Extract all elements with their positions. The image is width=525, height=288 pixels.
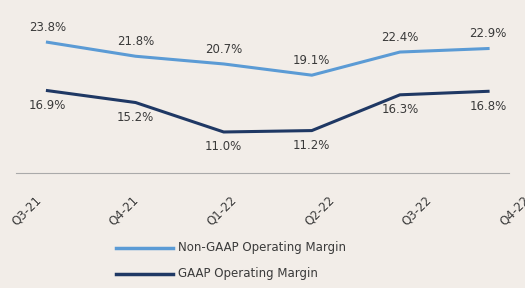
Text: Non-GAAP Operating Margin: Non-GAAP Operating Margin (178, 241, 346, 254)
Text: 11.0%: 11.0% (205, 140, 243, 153)
Text: 16.3%: 16.3% (381, 103, 418, 116)
Text: Q1-22: Q1-22 (204, 193, 239, 228)
Text: 15.2%: 15.2% (117, 111, 154, 124)
Text: 11.2%: 11.2% (293, 139, 331, 152)
Text: 22.4%: 22.4% (381, 31, 418, 44)
Text: Q2-22: Q2-22 (302, 193, 337, 228)
Text: Q3-22: Q3-22 (400, 193, 434, 228)
Text: GAAP Operating Margin: GAAP Operating Margin (178, 267, 318, 280)
Text: 21.8%: 21.8% (117, 35, 154, 48)
Text: Q3-21: Q3-21 (9, 193, 44, 228)
Text: Q4-22: Q4-22 (497, 193, 525, 228)
Text: 16.8%: 16.8% (469, 100, 507, 113)
Text: 23.8%: 23.8% (29, 21, 66, 34)
Text: 22.9%: 22.9% (469, 27, 507, 40)
Text: 16.9%: 16.9% (29, 99, 66, 112)
Text: 19.1%: 19.1% (293, 54, 331, 67)
Text: 20.7%: 20.7% (205, 43, 243, 56)
Text: Q4-21: Q4-21 (107, 193, 141, 228)
